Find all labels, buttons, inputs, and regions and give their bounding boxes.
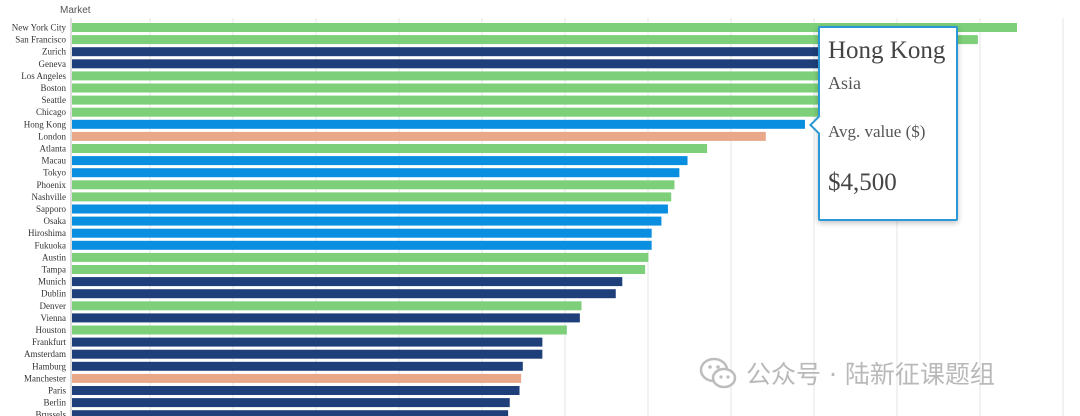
bar-munich[interactable]: [72, 277, 623, 287]
bar-fukuoka[interactable]: [72, 240, 652, 250]
tick-label-atlanta: Atlanta: [40, 144, 67, 154]
tick-label-seattle: Seattle: [42, 95, 67, 105]
bar-sapporo[interactable]: [72, 204, 668, 214]
bar-osaka[interactable]: [72, 216, 662, 226]
bar-nashville[interactable]: [72, 192, 672, 202]
tick-label-los-angeles: Los Angeles: [21, 71, 66, 81]
tick-label-phoenix: Phoenix: [36, 180, 66, 190]
y-axis-title: Market: [60, 5, 91, 16]
bar-manchester[interactable]: [72, 373, 522, 383]
tick-label-hong-kong: Hong Kong: [24, 119, 67, 129]
bar-seattle[interactable]: [72, 95, 887, 105]
tooltip-value-label: Avg. value ($): [828, 122, 926, 141]
tick-label-munich: Munich: [38, 277, 66, 287]
tick-label-denver: Denver: [40, 301, 67, 311]
tick-label-houston: Houston: [35, 325, 66, 335]
tooltip-market-name: Hong Kong: [828, 37, 946, 64]
tick-label-san-francisco: San Francisco: [15, 35, 66, 45]
bar-dublin[interactable]: [72, 289, 616, 299]
bar-boston[interactable]: [72, 83, 903, 93]
watermark: 公众号 · 陆新征课题组: [698, 353, 995, 393]
tick-label-chicago: Chicago: [36, 107, 66, 117]
bar-atlanta[interactable]: [72, 144, 708, 153]
bar-tokyo[interactable]: [72, 168, 680, 178]
tick-label-brussels: Brussels: [35, 410, 66, 416]
tick-label-dublin: Dublin: [41, 289, 67, 299]
tick-label-geneva: Geneva: [39, 59, 66, 69]
tooltip: Hong Kong Asia Avg. value ($) $4,500: [809, 26, 958, 221]
tick-label-paris: Paris: [48, 386, 66, 396]
bar-hong-kong[interactable]: [72, 119, 805, 129]
tick-label-zurich: Zurich: [42, 47, 66, 57]
bar-frankfurt[interactable]: [72, 337, 543, 347]
bar-austin[interactable]: [72, 252, 649, 262]
bar-san-francisco[interactable]: [72, 35, 978, 45]
tick-label-london: London: [38, 131, 66, 141]
tick-label-vienna: Vienna: [41, 313, 66, 323]
tick-label-new-york-city: New York City: [12, 23, 67, 33]
bar-macau[interactable]: [72, 156, 688, 166]
bar-london[interactable]: [72, 131, 766, 141]
tick-label-boston: Boston: [40, 83, 66, 93]
bar-los-angeles[interactable]: [72, 71, 920, 81]
wechat-icon: [699, 357, 737, 389]
bar-tampa[interactable]: [72, 265, 646, 274]
tick-label-hiroshima: Hiroshima: [28, 228, 66, 238]
bar-hamburg[interactable]: [72, 361, 523, 371]
tooltip-value: $4,500: [828, 169, 897, 196]
tick-label-austin: Austin: [42, 252, 67, 262]
tick-label-frankfurt: Frankfurt: [32, 337, 66, 347]
bar-vienna[interactable]: [72, 313, 580, 323]
bar-zurich[interactable]: [72, 47, 936, 57]
bar-new-york-city[interactable]: [72, 23, 1017, 32]
tick-label-amsterdam: Amsterdam: [24, 349, 66, 359]
tick-label-tokyo: Tokyo: [43, 168, 66, 178]
bar-amsterdam[interactable]: [72, 349, 543, 359]
tick-label-sapporo: Sapporo: [36, 204, 66, 214]
tick-label-berlin: Berlin: [44, 398, 67, 408]
bar-denver[interactable]: [72, 301, 582, 311]
tick-label-macau: Macau: [42, 156, 67, 166]
tooltip-region: Asia: [828, 73, 861, 93]
tick-label-nashville: Nashville: [32, 192, 67, 202]
bar-paris[interactable]: [72, 386, 520, 395]
bar-phoenix[interactable]: [72, 180, 675, 190]
bar-hiroshima[interactable]: [72, 228, 652, 238]
bar-houston[interactable]: [72, 325, 567, 335]
bar-geneva[interactable]: [72, 59, 933, 69]
tick-label-fukuoka: Fukuoka: [35, 240, 67, 250]
bar-brussels[interactable]: [72, 410, 509, 416]
tick-label-hamburg: Hamburg: [32, 361, 66, 371]
bar-chicago[interactable]: [72, 107, 871, 117]
tick-label-manchester: Manchester: [24, 373, 66, 383]
tick-label-osaka: Osaka: [44, 216, 67, 226]
tick-label-tampa: Tampa: [42, 265, 66, 275]
watermark-text: 公众号 · 陆新征课题组: [746, 360, 995, 389]
bar-berlin[interactable]: [72, 398, 510, 408]
